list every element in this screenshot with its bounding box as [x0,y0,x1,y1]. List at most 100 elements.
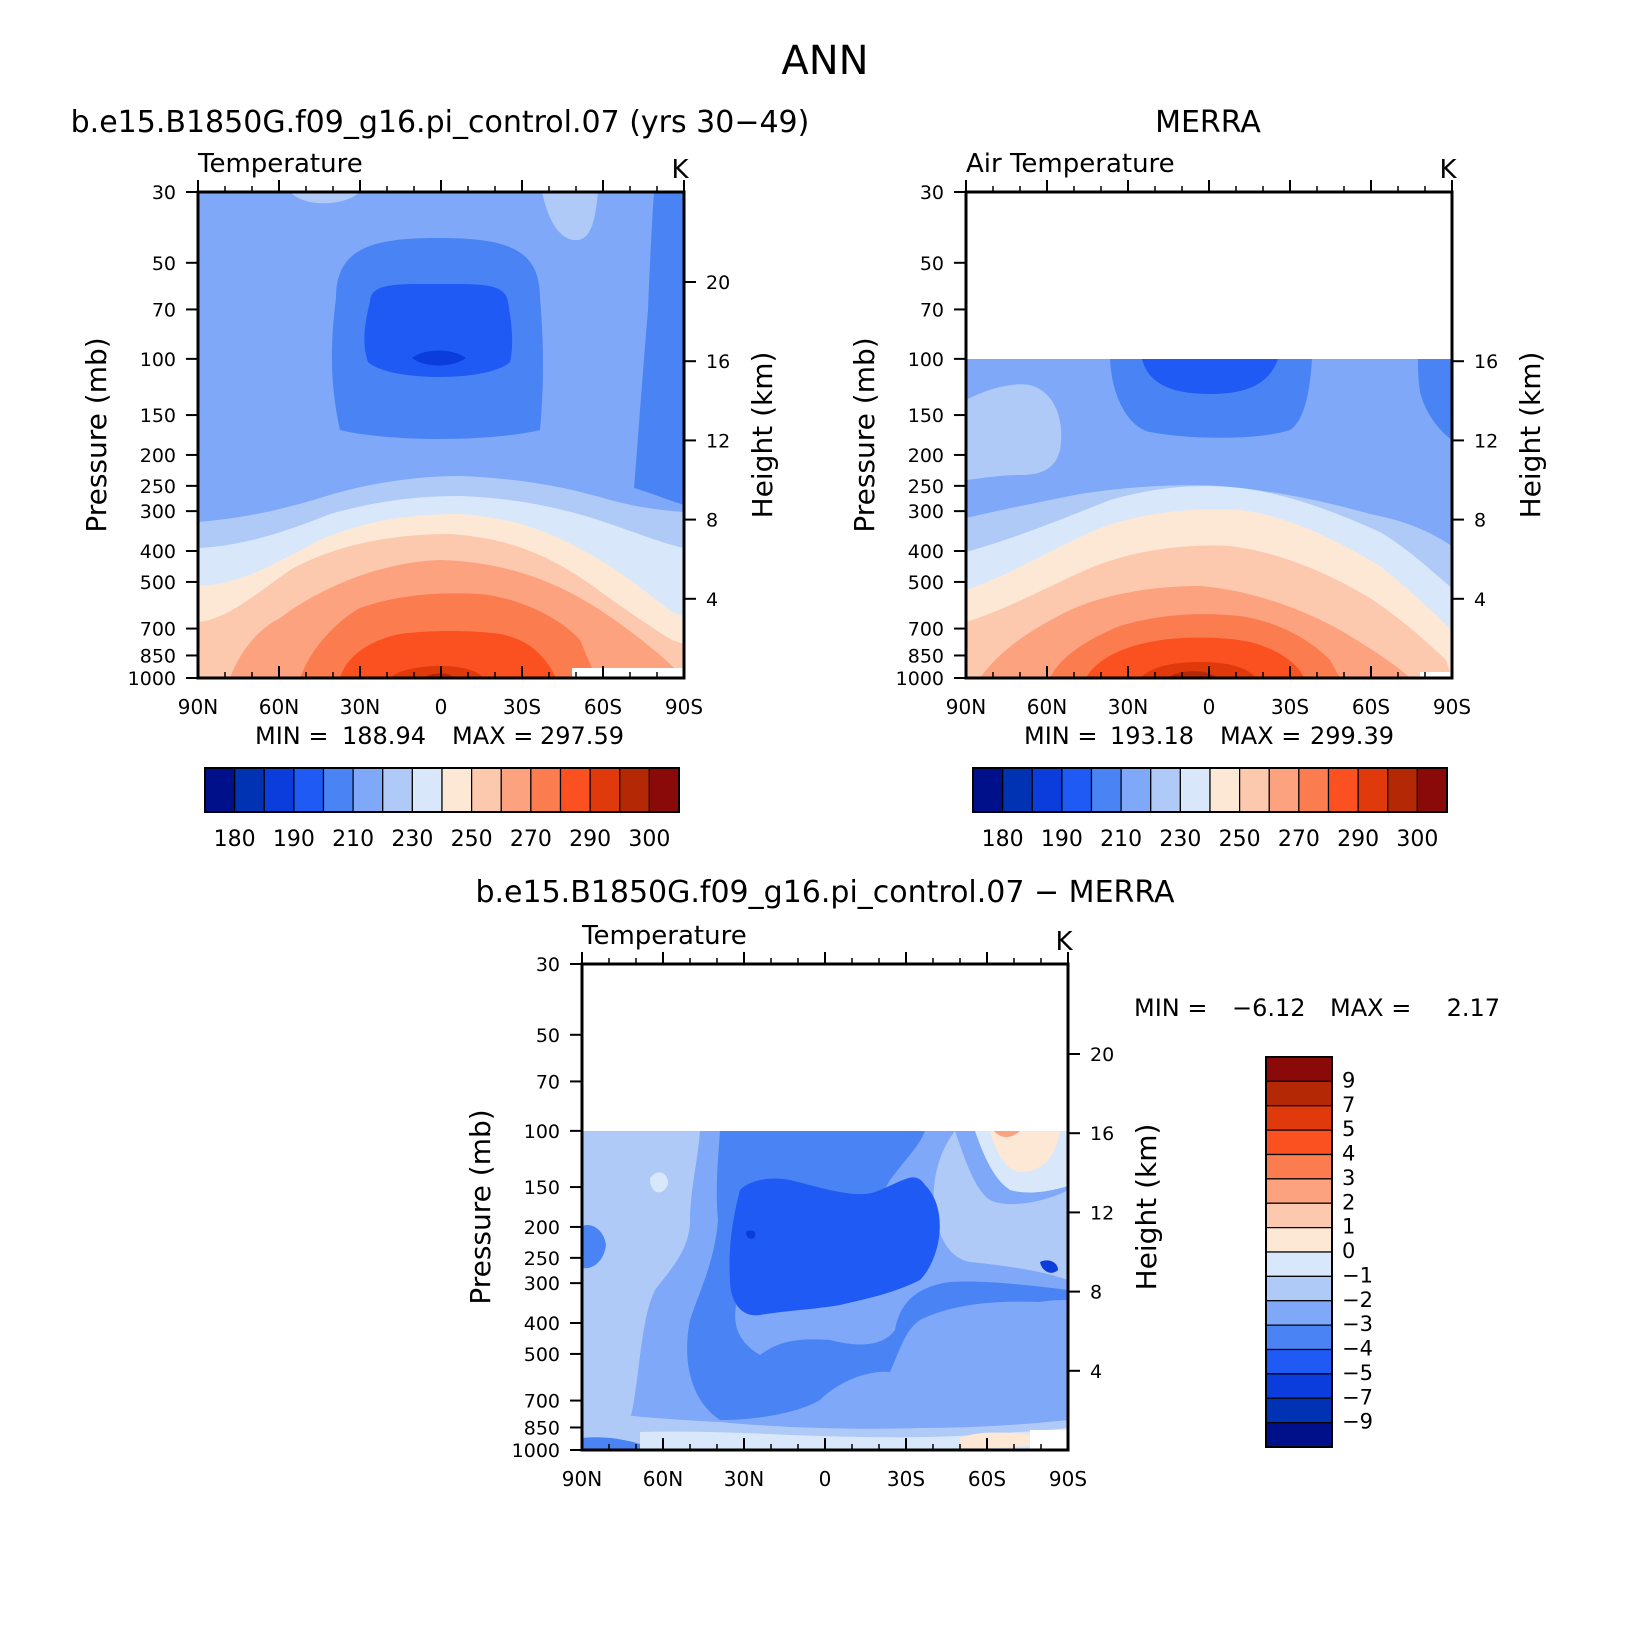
colorbar-swatch [471,767,502,813]
y-tick-label: 30 [920,182,944,204]
colorbar-swatch [1090,767,1122,813]
y-tick-label: 500 [140,572,176,594]
diff-variable-label: Temperature [581,921,747,951]
obs-units-label: K [1439,155,1457,185]
colorbar-swatch [234,767,265,813]
y2-tick-label: 16 [1090,1123,1114,1145]
colorbar-swatch [1387,767,1418,813]
y-tick-label: 200 [908,445,944,467]
colorbar-swatch [1327,767,1359,813]
left-panel-title: b.e15.B1850G.f09_g16.pi_control.07 (yrs … [71,105,810,140]
colorbar-swatch [1150,767,1181,813]
y-tick-label: 1000 [512,1440,560,1462]
right-panel-title: MERRA [1155,105,1261,140]
colorbar-label: 210 [332,827,374,852]
colorbar-swatch [648,767,680,813]
colorbar-label: 4 [1342,1142,1355,1166]
x-tick-label: 60N [643,1467,683,1491]
diff-axes: 90N 60N 30N 0 30S 60S 90S 30 50 70 100 150 200 250 300… [512,952,1114,1491]
colorbar-swatch [1265,1348,1333,1375]
y-tick-label: 30 [152,182,176,204]
x-tick-label: 30S [887,1467,925,1491]
y-tick-label: 100 [908,349,944,371]
colorbar-label: 180 [214,827,256,852]
obs-max-value: 299.39 [1310,722,1394,750]
diff-min-label: MIN = [1134,994,1207,1022]
colorbar-swatch [1357,767,1389,813]
x-tick-label: 90N [178,695,218,719]
diff-max-label: MAX = [1330,994,1411,1022]
x-tick-label: 60N [259,695,299,719]
colorbar-swatch [1265,1056,1333,1082]
y-tick-label: 200 [524,1217,560,1239]
y-tick-label: 300 [140,501,176,523]
colorbar-swatch [263,767,295,813]
y-tick-label: 500 [908,572,944,594]
y-tick-label: 700 [908,619,944,641]
colorbar-swatch [1265,1422,1333,1448]
colorbar-swatch [1265,1080,1333,1107]
colorbar-swatch [204,767,236,813]
colorbar-swatch [1265,1227,1333,1253]
colorbar-swatch [411,767,443,813]
colorbar-label: 300 [628,827,670,852]
x-tick-label: 90N [946,695,986,719]
y-tick-label: 250 [140,476,176,498]
colorbar-frame [972,767,1448,813]
colorbar-label: 2 [1342,1190,1355,1214]
colorbar-swatch [619,767,650,813]
y2-tick-label: 4 [1474,589,1486,611]
x-tick-label: 0 [819,1467,832,1491]
x-tick-label: 30S [503,695,541,719]
obs-y-axis-title: Pressure (mb) [848,337,881,532]
colorbar-label: 190 [1041,827,1083,852]
x-tick-label: 30N [340,695,380,719]
x-tick-label: 30N [724,1467,764,1491]
obs-colorbar: 180 190 210 230 250 270 290 300 [972,767,1448,852]
colorbar-swatch [1268,767,1300,813]
y-tick-label: 100 [140,349,176,371]
colorbar-frame [204,767,680,813]
colorbar-swatch [500,767,532,813]
colorbar-label: −4 [1342,1337,1373,1361]
obs-variable-label: Air Temperature [966,149,1175,179]
y-tick-label: 400 [140,541,176,563]
x-tick-label: 0 [1203,695,1216,719]
y-tick-label: 150 [140,405,176,427]
y-tick-label: 300 [524,1273,560,1295]
model-units-label: K [671,155,689,185]
colorbar-label: 180 [982,827,1024,852]
colorbar-swatch [972,767,1004,813]
colorbar-swatch [1265,1275,1333,1302]
obs-min-label: MIN = [1024,722,1097,750]
x-tick-label: 90S [1433,695,1471,719]
y2-tick-label: 4 [1090,1361,1102,1383]
y-tick-label: 250 [524,1248,560,1270]
colorbar-swatch [1265,1373,1333,1399]
x-tick-label: 60N [1027,695,1067,719]
colorbar-label: −7 [1342,1385,1373,1409]
diff-units-label: K [1055,927,1073,957]
colorbar-label: 230 [1159,827,1201,852]
obs-min-value: 193.18 [1110,722,1194,750]
y2-tick-label: 20 [1090,1044,1114,1066]
diff-max-value: 2.17 [1447,994,1500,1022]
colorbar-swatch [1239,767,1270,813]
y-tick-label: 1000 [128,668,176,690]
y2-tick-label: 12 [706,430,730,452]
colorbar-swatch [441,767,473,813]
colorbar-swatch [1265,1178,1333,1204]
model-y-axis-title: Pressure (mb) [80,337,113,532]
colorbar-label: 190 [273,827,315,852]
colorbar-label: 3 [1342,1166,1355,1190]
y2-tick-label: 8 [706,510,718,532]
model-min-label: MIN = [255,722,328,750]
y-tick-label: 250 [908,476,944,498]
y-tick-label: 850 [140,645,176,667]
y-tick-label: 150 [524,1177,560,1199]
figure-title: ANN [781,38,868,84]
obs-y2-axis-title: Height (km) [1514,352,1547,519]
y2-tick-label: 4 [706,589,718,611]
x-tick-label: 60S [1352,695,1390,719]
